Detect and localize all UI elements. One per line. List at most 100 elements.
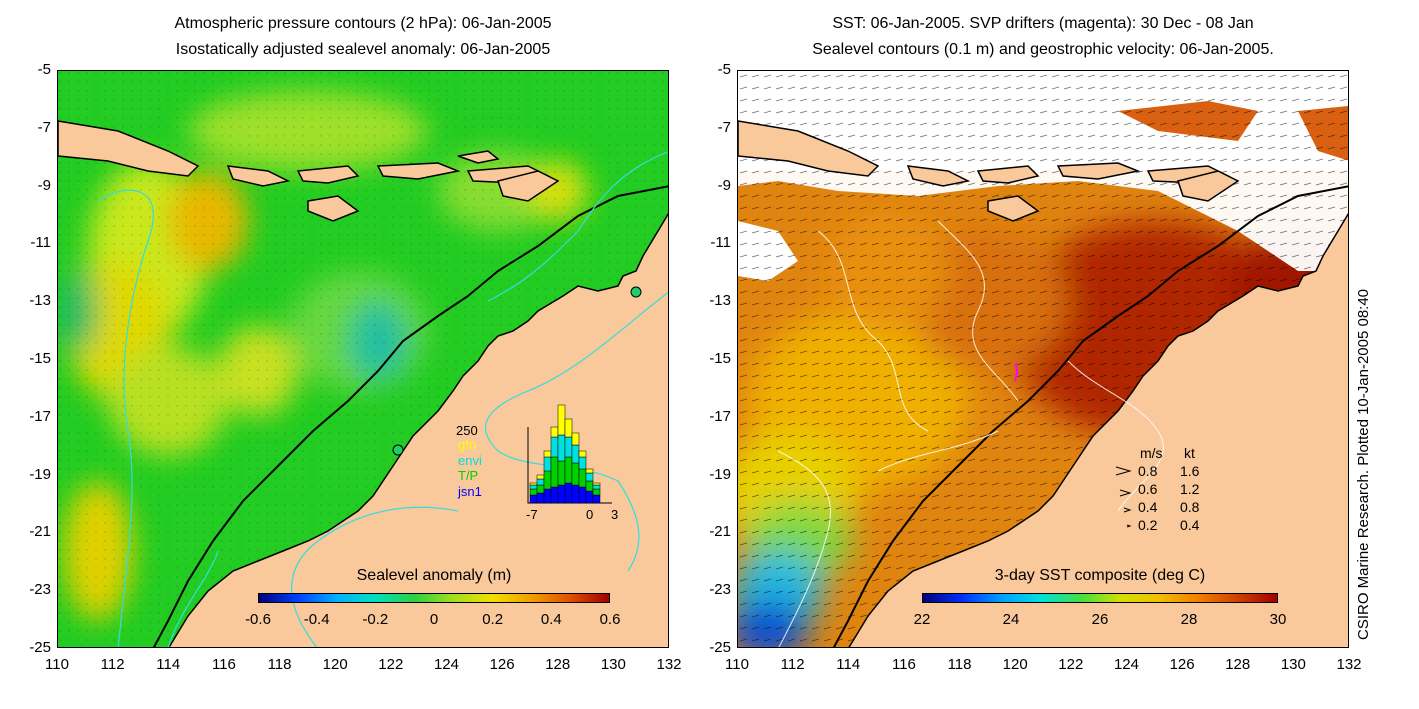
left-title-line1: Atmospheric pressure contours (2 hPa): 0…	[174, 15, 552, 32]
left-map-canvas	[58, 71, 668, 647]
y-tick-label: -5	[37, 61, 51, 78]
x-tick-label: 118	[947, 656, 972, 673]
hist-bar	[550, 436, 559, 458]
y-tick-label: -13	[709, 292, 731, 310]
left-pressure-contours	[97, 151, 668, 647]
hist-bar	[550, 456, 559, 488]
hist-xtick-zero: 0	[586, 507, 594, 522]
right-title-line1: SST: 06-Jan-2005. SVP drifters (magenta)…	[832, 15, 1254, 32]
colorbar-tick-label: -0.6	[245, 611, 271, 628]
hist-xtick-max: 3	[611, 507, 619, 522]
velocity-legend-kt: 1.6	[1180, 463, 1200, 479]
velocity-legend-kt: 0.4	[1180, 517, 1200, 533]
colorbar-tick-label: 30	[1269, 611, 1287, 628]
y-tick-label: -11	[710, 234, 731, 252]
hist-bar	[543, 488, 552, 504]
left-australia-land	[168, 212, 668, 647]
y-tick-label: -11	[30, 234, 51, 252]
y-tick-label: -15	[29, 350, 51, 367]
plot-credit: CSIRO Marine Research. Plotted 10-Jan-20…	[1355, 288, 1372, 640]
hist-bar	[571, 462, 580, 486]
x-tick-label: 112	[100, 656, 125, 673]
x-tick-label: 118	[267, 656, 292, 673]
y-tick-label: -17	[29, 407, 51, 425]
hist-bar	[571, 432, 580, 446]
velocity-legend-ms: 0.2	[1138, 517, 1158, 533]
hist-bar	[543, 450, 552, 458]
hist-bar	[529, 494, 538, 504]
hist-bar	[571, 444, 580, 464]
x-tick-label: 128	[1225, 656, 1251, 673]
x-tick-label: 116	[891, 656, 916, 673]
hist-bar	[578, 456, 587, 470]
right-colorbar-title: 3-day SST composite (deg C)	[994, 567, 1206, 584]
y-tick-label: -7	[37, 118, 51, 136]
hist-bar	[529, 484, 538, 490]
right-australia-land	[848, 212, 1348, 647]
left-drifter-marker	[392, 444, 404, 456]
hist-bar	[592, 482, 601, 486]
colorbar-tick-label: 24	[1002, 611, 1020, 628]
right-sst-map: m/s kt 0.8 1.6 0.6 1.2 0.4 0.8 0.2 0.4 3-day SS…	[737, 70, 1349, 648]
x-tick-label: 120	[1002, 656, 1028, 673]
right-colorbar	[922, 593, 1278, 603]
y-tick-label: -9	[37, 176, 51, 194]
hist-bar	[578, 468, 587, 488]
hist-ymax-label: 250	[456, 423, 478, 438]
hist-bar	[557, 484, 566, 504]
y-tick-label: -19	[29, 465, 51, 483]
x-tick-label: 132	[656, 656, 682, 673]
y-tick-label: -15	[709, 350, 731, 367]
y-tick-label: -25	[709, 639, 731, 656]
velocity-legend-header-ms: m/s	[1140, 445, 1163, 461]
y-tick-label: -21	[709, 523, 731, 541]
hist-bar	[585, 468, 594, 474]
y-tick-label: -21	[29, 523, 51, 541]
hist-bar	[550, 486, 559, 504]
x-tick-label: 132	[1336, 656, 1362, 673]
x-tick-label: 126	[489, 656, 515, 673]
x-tick-label: 114	[836, 656, 861, 673]
y-tick-label: -17	[709, 407, 731, 425]
x-tick-label: 110	[45, 656, 69, 673]
y-tick-label: -13	[29, 292, 51, 310]
x-tick-label: 128	[545, 656, 571, 673]
colorbar-tick-label: 0.4	[540, 611, 562, 628]
right-indonesia-land	[738, 120, 880, 177]
hist-bar	[578, 486, 587, 504]
hist-bar	[585, 472, 594, 482]
hist-bar	[564, 436, 573, 458]
hist-bar	[564, 456, 573, 484]
colorbar-tick-label: 22	[913, 611, 931, 628]
colorbar-tick-label: 0.6	[599, 611, 621, 628]
velocity-legend-kt: 1.2	[1180, 481, 1200, 497]
x-tick-label: 124	[433, 656, 459, 673]
hist-bar	[543, 456, 552, 472]
y-tick-label: -19	[709, 465, 731, 483]
hist-bar	[592, 488, 601, 496]
hist-bar	[585, 480, 594, 492]
hist-bar	[536, 474, 545, 480]
right-title-line2: Sealevel contours (0.1 m) and geostrophi…	[812, 41, 1274, 58]
colorbar-tick-label: -0.2	[362, 611, 389, 628]
left-sealevel-map: 250 gfo envi T/P jsn1 -7 0 3 Sealevel an…	[57, 70, 669, 648]
x-tick-label: 126	[1169, 656, 1195, 673]
x-tick-label: 114	[156, 656, 181, 673]
hist-bar	[592, 494, 601, 504]
hist-bar	[564, 482, 573, 504]
colorbar-tick-label: -0.4	[303, 611, 330, 628]
colorbar-tick-label: 28	[1180, 611, 1198, 628]
hist-bar	[536, 484, 545, 494]
x-tick-label: 116	[211, 656, 236, 673]
velocity-legend-ms: 0.8	[1138, 463, 1158, 479]
hist-bar	[536, 492, 545, 504]
hist-bar	[557, 404, 566, 436]
hist-legend-gfo: gfo	[458, 437, 477, 452]
x-tick-label: 110	[725, 656, 749, 673]
hist-bar	[529, 482, 538, 486]
right-map-canvas	[738, 71, 1348, 647]
colorbar-tick-label: 0	[429, 611, 439, 628]
x-tick-label: 112	[780, 656, 805, 673]
velocity-legend-kt: 0.8	[1180, 499, 1200, 515]
hist-legend-jsn1: jsn1	[458, 484, 482, 499]
